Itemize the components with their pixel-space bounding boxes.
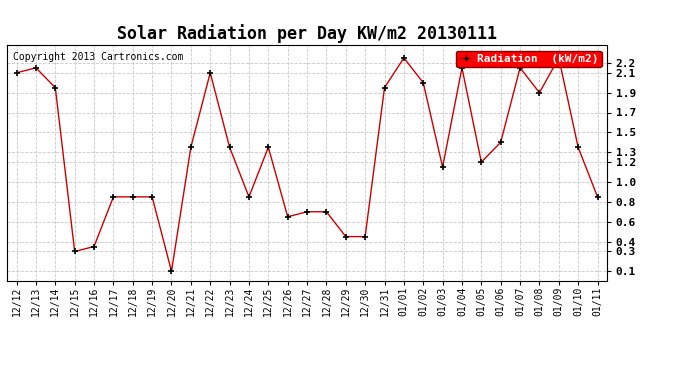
Text: Copyright 2013 Cartronics.com: Copyright 2013 Cartronics.com: [13, 52, 184, 62]
Title: Solar Radiation per Day KW/m2 20130111: Solar Radiation per Day KW/m2 20130111: [117, 24, 497, 44]
Legend: Radiation  (kW/m2): Radiation (kW/m2): [455, 51, 602, 67]
